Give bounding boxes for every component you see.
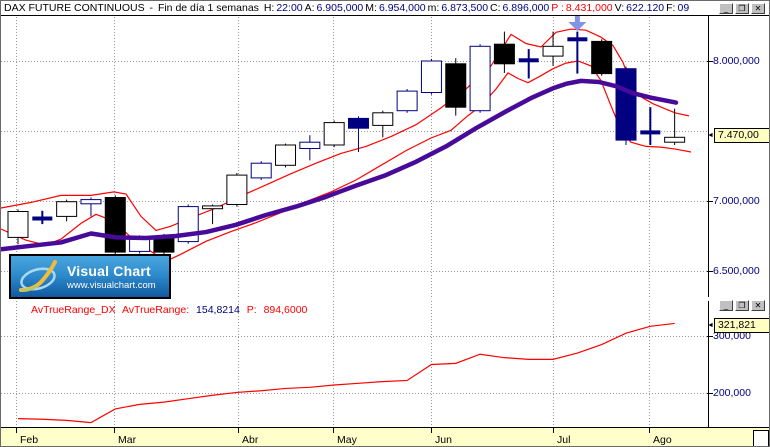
maximize-icon: ❐ xyxy=(738,4,746,13)
indicator-chart[interactable] xyxy=(1,299,709,427)
quote-field-value: 622.120 xyxy=(626,2,665,14)
indicator-window-controls: _ ❐ ✕ xyxy=(719,300,765,311)
quote-field-value: 09 xyxy=(677,2,690,14)
month-label: May xyxy=(337,434,357,446)
axis-tick xyxy=(707,61,713,62)
month-label: Feb xyxy=(20,434,39,446)
close-icon: ✕ xyxy=(754,4,762,13)
month-label: Jun xyxy=(435,434,452,446)
month-label: Ago xyxy=(653,434,672,446)
indicator-last-value: 321,821 xyxy=(713,318,769,333)
price-axis-label: 8.000,000 xyxy=(713,55,760,67)
quote-fields: H: 22:00 A: 6.905,000 M: 6.954,000 m: 6.873,500… xyxy=(264,2,691,14)
quote-field-value: 6.873,500 xyxy=(441,2,489,14)
price-arrow-icon: ◄ xyxy=(707,132,714,139)
indicator-name: AvTrueRange_DX xyxy=(31,304,116,316)
quote-field-label: V: xyxy=(614,2,625,14)
axis-tick xyxy=(707,393,713,394)
quote-field-label: M: xyxy=(365,2,377,14)
logo-title: Visual Chart xyxy=(67,262,151,279)
quote-field-label: F: xyxy=(666,2,676,14)
indicator-axis-label: 200,000 xyxy=(713,387,751,399)
indicator-p-value: 894,6000 xyxy=(263,304,308,316)
last-price-value: 7.470,00 xyxy=(713,128,769,143)
month-tick xyxy=(333,428,334,433)
price-axis-label: 6.500,000 xyxy=(713,265,760,277)
month-label: Abr xyxy=(242,434,259,446)
indicator-p-label: P: xyxy=(246,304,257,316)
window-titlebar[interactable]: DAX FUTURE CONTINUOUS - Fin de día 1 sem… xyxy=(1,1,769,16)
month-tick xyxy=(431,428,432,433)
minimize-icon: _ xyxy=(723,301,729,310)
indicator-header: AvTrueRange_DX AvTrueRange: 154,8214 P: … xyxy=(31,304,311,316)
price-chart[interactable] xyxy=(1,1,709,298)
maximize-button[interactable]: ❐ xyxy=(735,3,749,14)
month-tick xyxy=(16,428,17,433)
month-label: Jul xyxy=(557,434,571,446)
indicator-arrow-icon: ◄ xyxy=(707,322,714,329)
last-price-box: ◄ 7.470,00 xyxy=(707,128,769,143)
main-window-controls: _ ❐ ✕ xyxy=(719,3,765,14)
axis-grip[interactable] xyxy=(753,430,769,446)
month-tick xyxy=(649,428,650,433)
month-label: Mar xyxy=(118,434,137,446)
indicator-value: 154,8214 xyxy=(196,304,240,316)
visualchart-logo[interactable]: Visual Chart www.visualchart.com xyxy=(9,254,171,299)
quote-field-label: P : xyxy=(551,2,564,14)
logo-url[interactable]: www.visualchart.com xyxy=(67,279,156,291)
instrument-title: DAX FUTURE CONTINUOUS xyxy=(4,2,145,14)
quote-field-value: 6.905,000 xyxy=(316,2,364,14)
indicator-close-button[interactable]: ✕ xyxy=(751,300,765,311)
month-tick xyxy=(114,428,115,433)
quote-field-value: 8.431,000 xyxy=(565,2,613,14)
close-icon: ✕ xyxy=(754,301,762,310)
quote-field-label: A: xyxy=(304,2,315,14)
axis-tick xyxy=(707,336,713,337)
down-arrow-marker-icon xyxy=(568,16,587,31)
visualchart-swoosh-icon xyxy=(19,259,57,292)
price-axis-label: 7.000,000 xyxy=(713,195,760,207)
quote-field-value: 6.896,000 xyxy=(502,2,550,14)
indicator-label: AvTrueRange: xyxy=(121,304,190,316)
title-separator: - xyxy=(149,2,154,14)
month-tick xyxy=(553,428,554,433)
quote-field-label: H: xyxy=(263,2,275,14)
quote-field-value: 6.954,000 xyxy=(378,2,426,14)
time-axis: Feb Mar Abr May Jun Jul Ago xyxy=(1,427,769,446)
axis-tick xyxy=(707,271,713,272)
quote-field-value: 22:00 xyxy=(276,2,303,14)
close-button[interactable]: ✕ xyxy=(751,3,765,14)
month-tick xyxy=(238,428,239,433)
period-label: Fin de día 1 semanas xyxy=(157,2,259,14)
minimize-icon: _ xyxy=(723,4,729,13)
minimize-button[interactable]: _ xyxy=(719,3,733,14)
indicator-axis-label: 300,000 xyxy=(713,330,751,342)
indicator-value-box: ◄ 321,821 xyxy=(707,318,769,333)
indicator-maximize-button[interactable]: ❐ xyxy=(735,300,749,311)
quote-field-label: C: xyxy=(490,2,501,14)
maximize-icon: ❐ xyxy=(738,301,746,310)
indicator-minimize-button[interactable]: _ xyxy=(719,300,733,311)
axis-tick xyxy=(707,201,713,202)
quote-field-label: m: xyxy=(427,2,440,14)
